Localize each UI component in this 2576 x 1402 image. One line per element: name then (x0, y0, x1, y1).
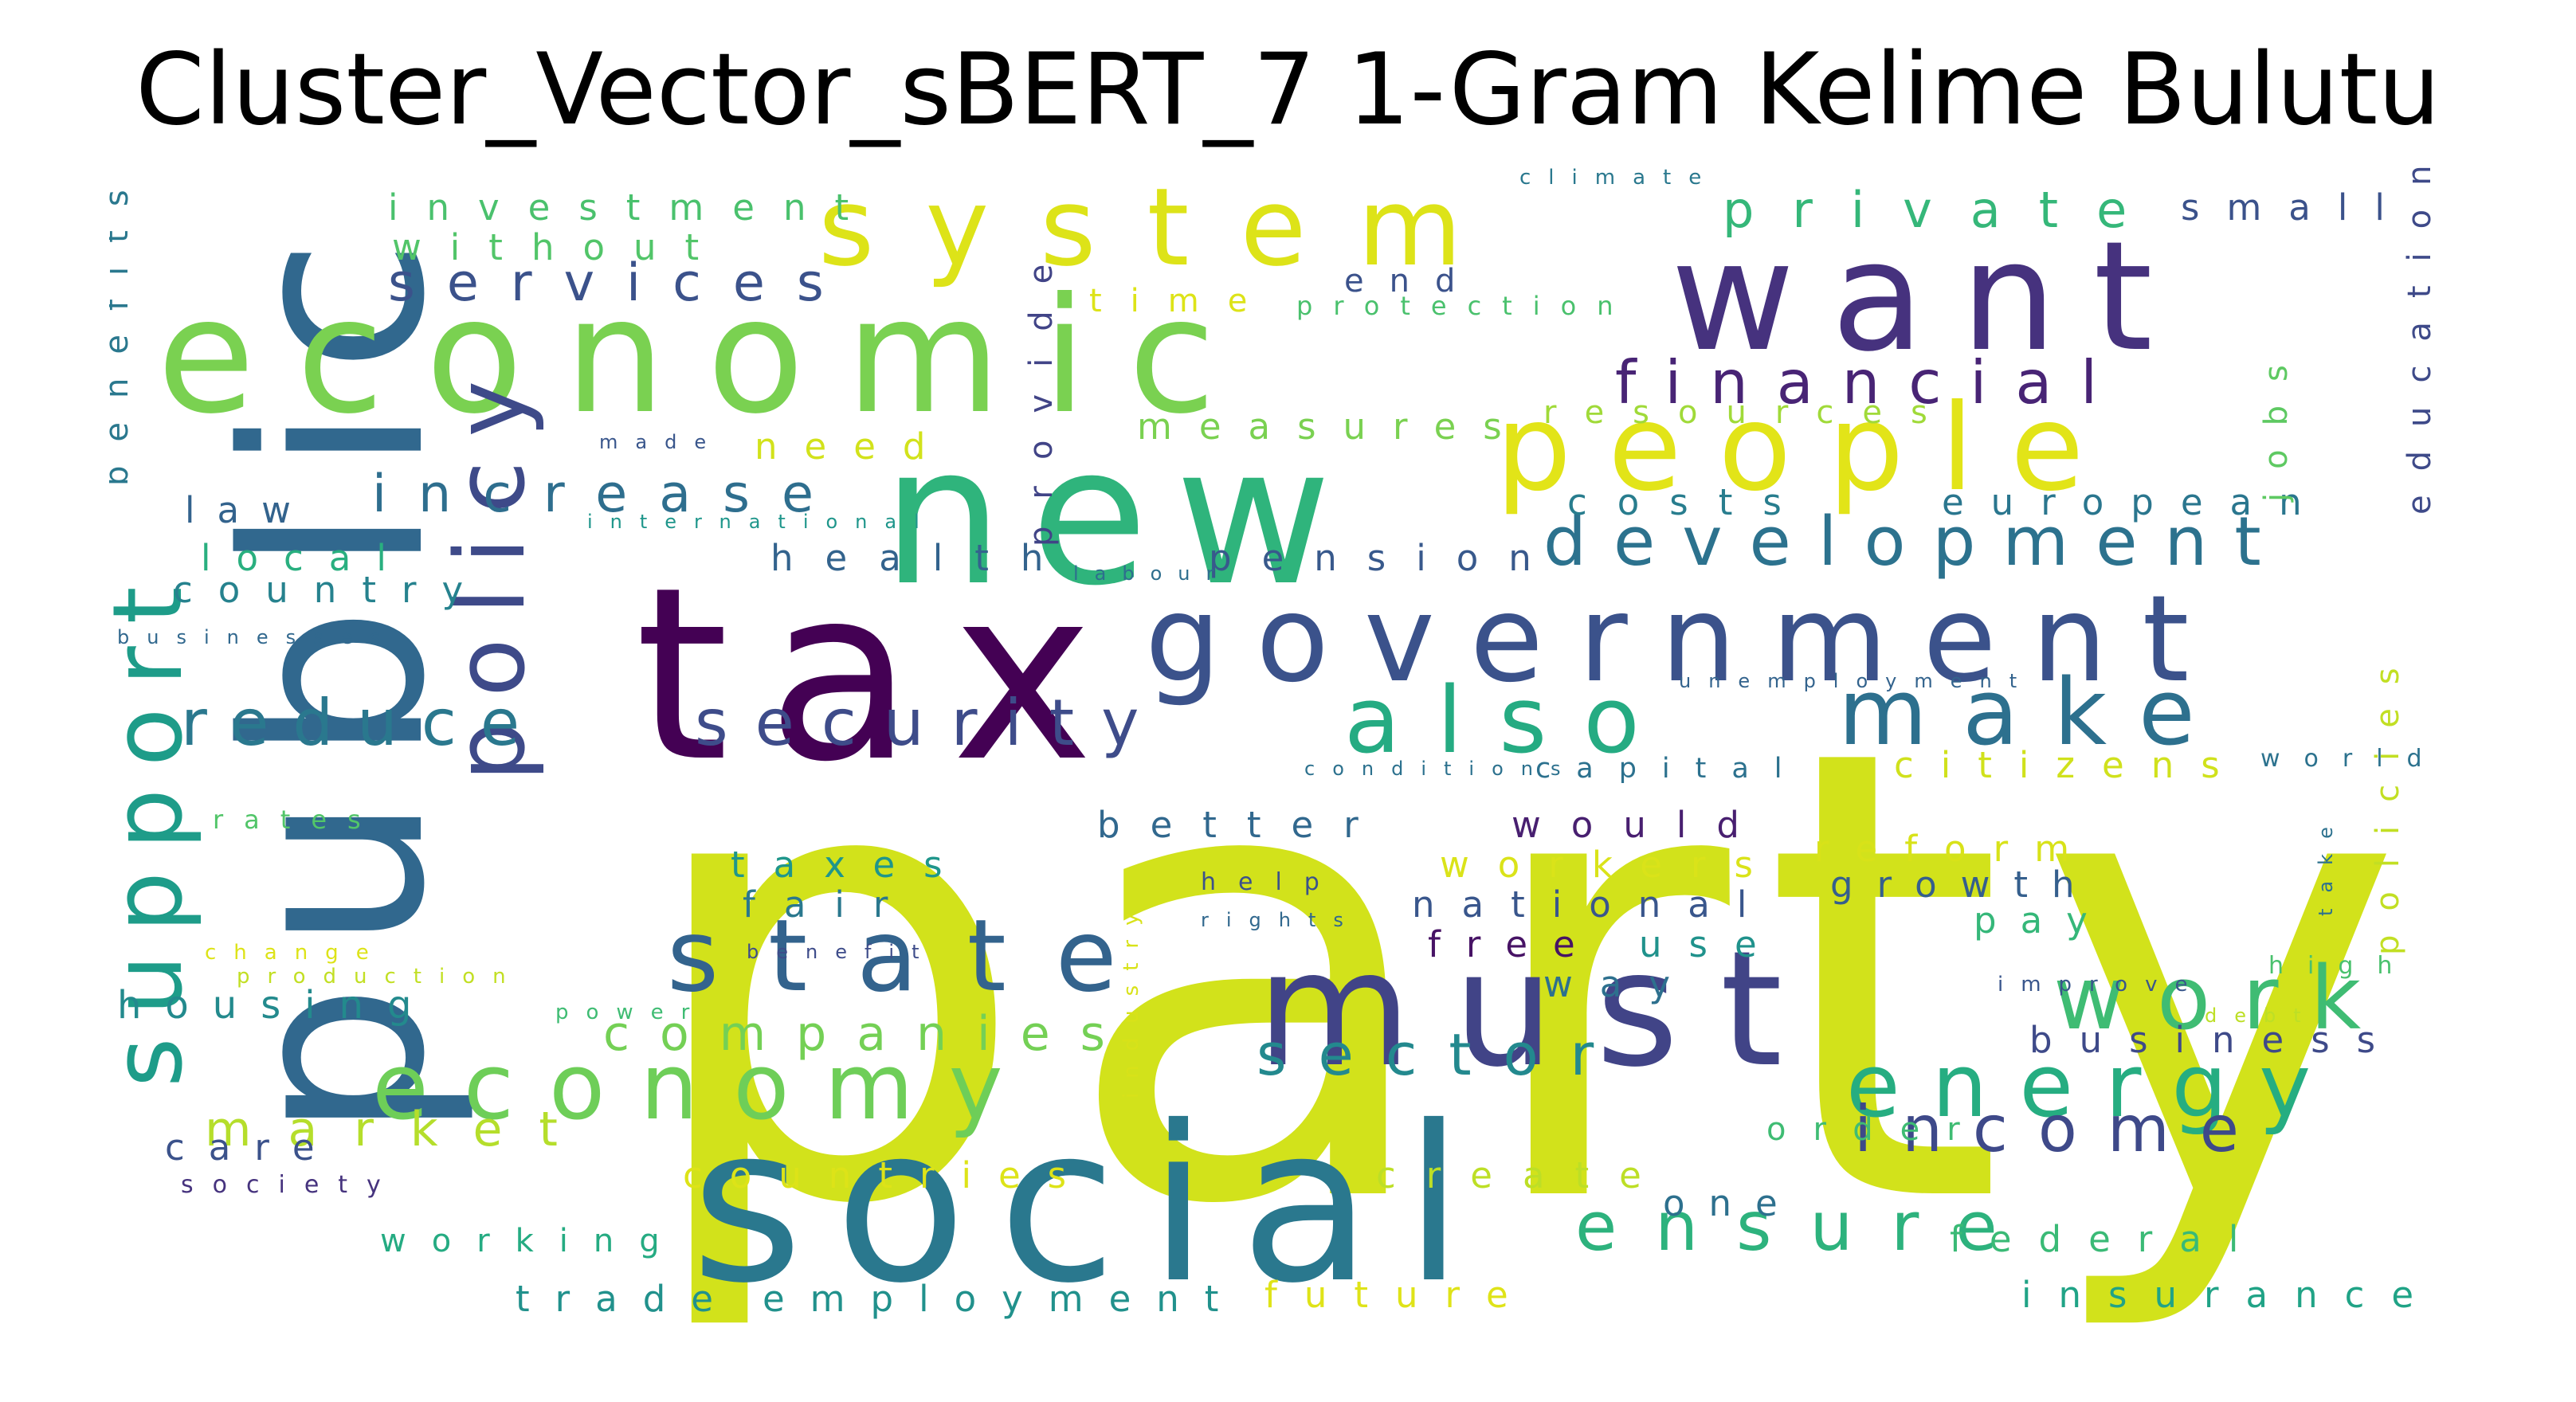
word-must: must (1257, 917, 1825, 1102)
word-economy: economy (372, 1034, 1038, 1141)
word-made: made (599, 431, 724, 453)
word-income: income (1854, 1092, 2270, 1166)
word-world: world (2260, 745, 2446, 773)
word-housing: housing (117, 983, 436, 1028)
word-people: people (1496, 379, 2121, 518)
word-benefit: benefit (747, 941, 937, 963)
word-small: small (2181, 186, 2412, 229)
word-capital: capital (1535, 753, 1808, 785)
word-change: change (205, 941, 386, 965)
word-pension: pension (1209, 537, 1562, 579)
word-security: security (695, 686, 1166, 760)
word-pay: pay (1974, 899, 2111, 942)
word-law: law (185, 489, 313, 531)
word-benefits: benefits (109, 166, 135, 486)
word-take: take (2315, 811, 2337, 916)
word-financial: financial (1615, 347, 2127, 417)
word-rates: rates (213, 805, 382, 835)
word-way: way (1543, 963, 1698, 1005)
word-investment: investment (388, 186, 878, 229)
word-provide: provide (1023, 237, 1060, 546)
word-private: private (1723, 181, 2166, 239)
word-measures: measures (1137, 405, 1529, 448)
word-end: end (1344, 263, 1481, 300)
word-countries: countries (683, 1154, 1094, 1196)
word-improve: improve (1998, 973, 2205, 997)
word-economic: economic (157, 264, 1257, 449)
word-would: would (1511, 804, 1770, 846)
word-time: time (1089, 283, 1276, 319)
word-insurance: insurance (2021, 1274, 2441, 1316)
word-development: development (1543, 503, 2288, 582)
word-companies: companies (603, 1006, 1135, 1062)
word-employment: employment (763, 1278, 1245, 1320)
word-local: local (201, 537, 412, 579)
word-new: new (882, 405, 1359, 628)
word-debt: debt (2205, 1005, 2319, 1027)
page-title: Cluster_Vector_sBERT_7 1-Gram Kelime Bul… (135, 33, 2441, 147)
word-ensure: ensure (1575, 1188, 2036, 1267)
word-workers: workers (1440, 844, 1782, 886)
word-government: government (1145, 570, 2225, 709)
word-better: better (1097, 804, 1389, 846)
word-reform: reform (1814, 828, 2097, 870)
word-citizens: citizens (1894, 744, 2247, 786)
word-increase: increase (372, 464, 845, 524)
word-tax: tax (635, 536, 1132, 814)
word-growth: growth (1830, 864, 2099, 906)
word-work: work (2053, 947, 2394, 1049)
word-trade: trade (516, 1278, 739, 1320)
word-also: also (1344, 668, 1676, 774)
word-businesses: businesses (117, 626, 398, 648)
word-unemployment: unemployment (1679, 670, 2035, 692)
word-market: market (205, 1102, 594, 1157)
word-system: system (818, 165, 1514, 290)
word-protection: protection (1296, 291, 1634, 321)
word-power: power (555, 1001, 708, 1024)
word-health: health (770, 537, 1076, 579)
word-rights: rights (1201, 909, 1361, 931)
word-services: services (388, 253, 856, 313)
word-country: country (173, 569, 489, 611)
word-fair: fair (743, 883, 917, 926)
word-help: help (1201, 868, 1342, 896)
word-business: business (2029, 1019, 2403, 1061)
word-production: production (237, 965, 523, 989)
word-create: create (1376, 1154, 1672, 1196)
word-state: state (667, 899, 1166, 1014)
word-energy: energy (1846, 1035, 2343, 1137)
word-resources: resources (1543, 394, 1956, 431)
word-costs: costs (1567, 481, 1812, 523)
word-sector: sector (1257, 1021, 1626, 1088)
word-without: without (392, 226, 728, 268)
word-future: future (1264, 1274, 1535, 1316)
word-policies: policies (2370, 644, 2406, 955)
word-high: high (2268, 952, 2417, 980)
word-taxes: taxes (731, 844, 971, 886)
word-climate: climate (1519, 166, 1719, 190)
word-working: working (380, 1223, 685, 1259)
word-free: free (1428, 923, 1601, 965)
word-international: international (587, 511, 937, 533)
word-care: care (165, 1126, 339, 1169)
word-conditions: conditions (1304, 758, 1578, 780)
word-make: make (1838, 660, 2230, 766)
word-federal: federal (1950, 1218, 2266, 1260)
word-one: one (1663, 1182, 1802, 1224)
word-industry: industry (1119, 899, 1143, 1098)
word-need: need (755, 425, 953, 468)
word-jobs: jobs (2258, 341, 2295, 502)
word-national: national (1412, 883, 1774, 926)
word-order: order (1766, 1111, 1987, 1148)
word-want: want (1671, 209, 2190, 385)
word-party: party (635, 617, 2437, 1340)
word-society: society (181, 1171, 400, 1199)
word-cloud: party tax public social economic new want must g… (109, 158, 2492, 1367)
word-european: european (1942, 481, 2329, 523)
word-social: social (691, 1079, 1496, 1330)
word-reduce: reduce (181, 686, 544, 760)
word-labour: labour (1073, 562, 1230, 585)
word-use: use (1639, 923, 1784, 965)
